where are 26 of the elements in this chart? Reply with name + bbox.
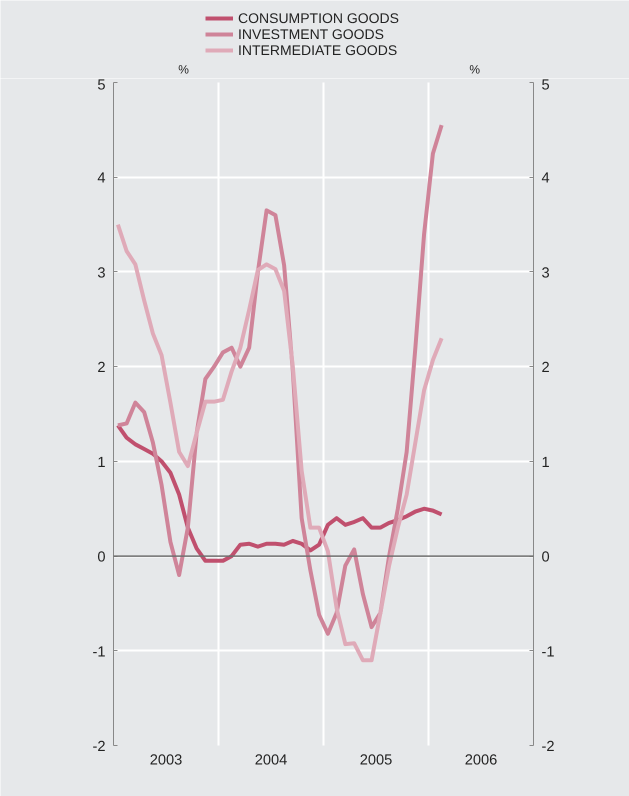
y2-tick-label: -1 [542, 644, 555, 660]
y2-tick-label: -2 [542, 739, 555, 755]
y-tick-label: 0 [97, 550, 106, 566]
y2-tick-label: 0 [542, 550, 550, 566]
x-tick-label: 2003 [150, 752, 182, 768]
y-tick-label: 5 [97, 78, 106, 94]
y2-axis-title: % [469, 62, 480, 76]
y-tick-label: 1 [97, 454, 106, 471]
line-series [116, 222, 444, 662]
legend-label: CONSUMPTION GOODS [238, 10, 400, 26]
x-tick-label: 2005 [360, 752, 392, 768]
y2-tick-label: 5 [542, 78, 550, 94]
y2-tick-label: 3 [542, 265, 550, 282]
y-tick-label: 4 [97, 170, 106, 187]
y-tick-label: 3 [97, 265, 106, 282]
x-tick-label: 2006 [464, 752, 498, 768]
legend-label: INTERMEDIATE GOODS [238, 42, 398, 58]
y-tick-label: 2 [97, 360, 106, 376]
y-axis-title: % [178, 62, 190, 76]
y2-tick-label: 1 [542, 454, 550, 471]
y-tick-label: -1 [92, 644, 106, 660]
y2-tick-label: 4 [542, 170, 550, 187]
y-tick-label: -2 [92, 739, 106, 755]
legend-label: INVESTMENT GOODS [238, 26, 384, 42]
y2-tick-label: 2 [542, 360, 550, 376]
x-tick-label: 2004 [254, 752, 288, 768]
